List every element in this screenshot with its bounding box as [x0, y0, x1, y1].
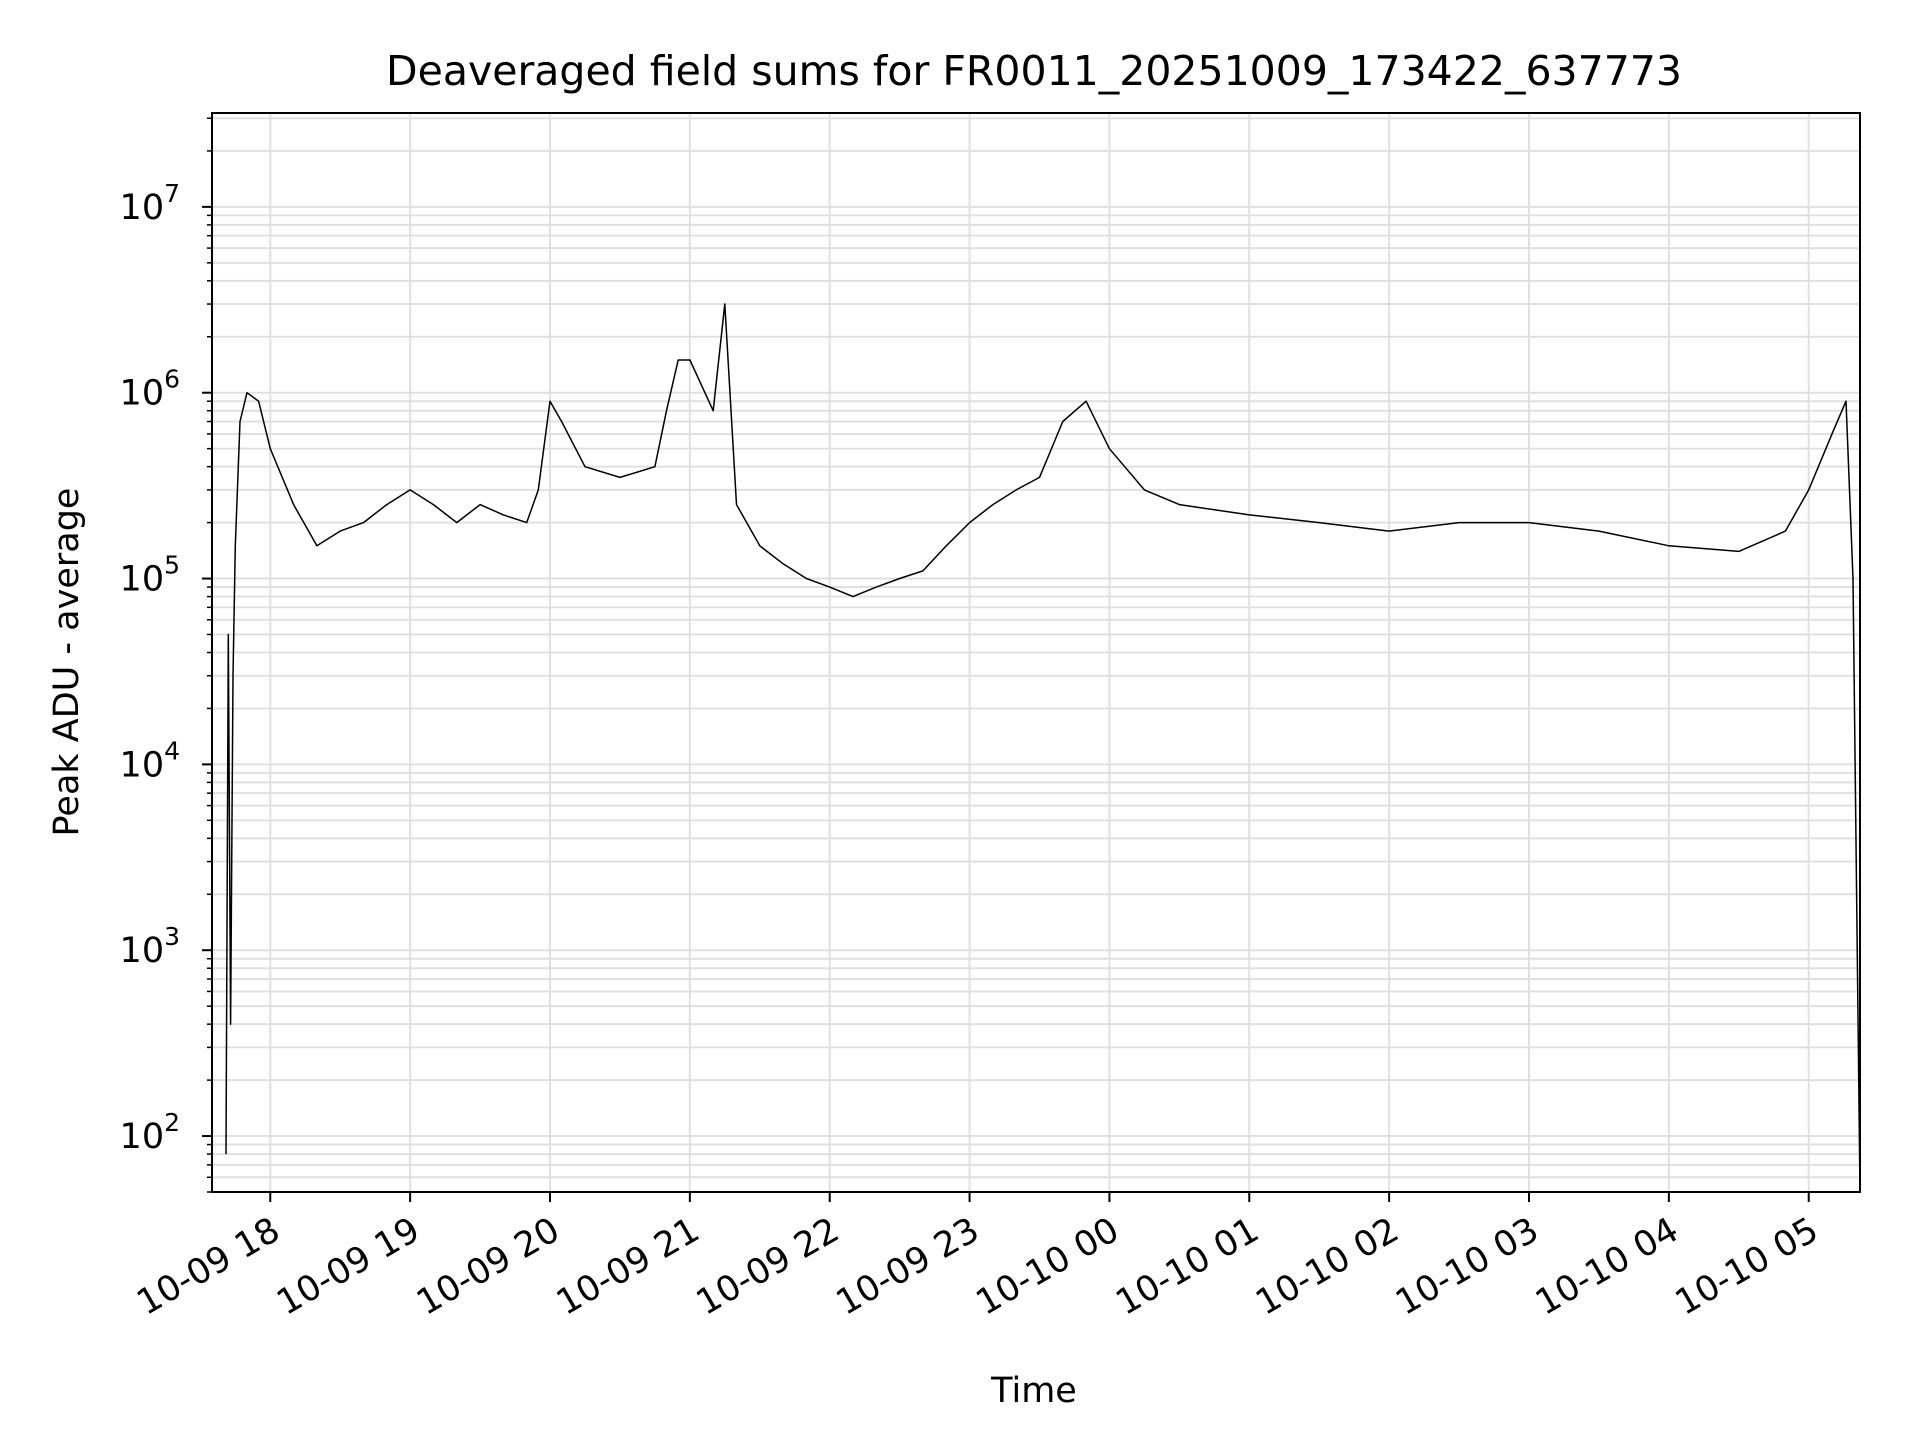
y-axis: 102 103 104 105 106 107: [120, 117, 212, 1193]
y-tick-label: 107: [120, 179, 180, 228]
y-tick-label: 103: [120, 922, 180, 971]
series-line: [225, 303, 1861, 1193]
y-tick-label: 105: [120, 551, 180, 600]
y-tick-label: 106: [120, 365, 180, 414]
data-series: [225, 303, 1861, 1193]
grid-lines: [212, 113, 1860, 1193]
y-tick-label: 102: [120, 1108, 180, 1157]
y-tick-label: 104: [120, 736, 180, 785]
y-axis-label: Peak ADU - average: [47, 488, 87, 837]
x-axis-label: Time: [990, 1371, 1077, 1411]
chart-title: Deaveraged field sums for FR0011_2025100…: [386, 47, 1682, 95]
